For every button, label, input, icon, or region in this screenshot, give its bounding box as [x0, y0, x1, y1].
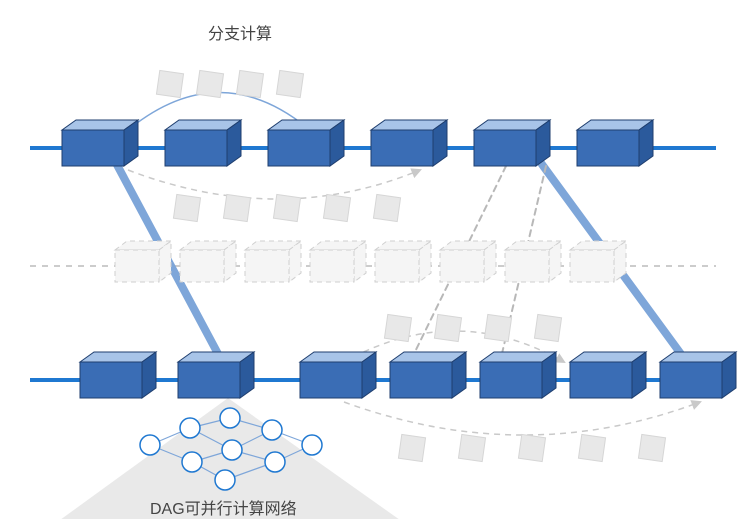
bottom-chain-block [80, 352, 156, 398]
dag-network-label: DAG可并行计算网络 [150, 495, 297, 519]
dag-node [180, 418, 200, 438]
diagram-canvas [0, 0, 746, 519]
dag-node [302, 435, 322, 455]
branch-block-icon [484, 314, 511, 341]
middle-chain-block [375, 241, 431, 282]
branch-block-icon [173, 194, 200, 221]
branch-block-icon [273, 194, 300, 221]
dag-node [220, 408, 240, 428]
branch-block-icon [398, 434, 425, 461]
dag-node [265, 452, 285, 472]
dag-node [262, 420, 282, 440]
branch-block-icon [578, 434, 605, 461]
middle-chain-block [440, 241, 496, 282]
branch-block-icon [638, 434, 665, 461]
middle-chain-block [245, 241, 301, 282]
top-chain-block [474, 120, 550, 166]
branch-block-icon [276, 70, 303, 97]
middle-chain-block [180, 241, 236, 282]
branch-block-icon [458, 434, 485, 461]
bottom-chain-block [178, 352, 254, 398]
branch-block-icon [196, 70, 223, 97]
branch-arc [344, 402, 700, 435]
bottom-chain-block [300, 352, 376, 398]
middle-chain-block [570, 241, 626, 282]
branch-arc [128, 170, 420, 199]
branch-block-icon [236, 70, 263, 97]
top-chain-block [371, 120, 447, 166]
bottom-chain-block [570, 352, 646, 398]
branch-block-icon [518, 434, 545, 461]
branch-compute-label: 分支计算 [208, 20, 272, 44]
branch-block-icon [434, 314, 461, 341]
bottom-chain-block [390, 352, 466, 398]
top-chain-block [577, 120, 653, 166]
branch-block-icon [156, 70, 183, 97]
bottom-chain-block [480, 352, 556, 398]
top-chain-block [268, 120, 344, 166]
branch-block-icon [223, 194, 250, 221]
branch-block-icon [384, 314, 411, 341]
branch-block-icon [323, 194, 350, 221]
top-chain-block [165, 120, 241, 166]
branch-block-icon [534, 314, 561, 341]
middle-chain-block [310, 241, 366, 282]
bottom-chain-block [660, 352, 736, 398]
branch-block-icon [373, 194, 400, 221]
dag-node [140, 435, 160, 455]
dag-node [222, 440, 242, 460]
dag-node [182, 452, 202, 472]
middle-chain-block [505, 241, 561, 282]
middle-chain-block [115, 241, 171, 282]
dag-node [215, 470, 235, 490]
top-chain-block [62, 120, 138, 166]
